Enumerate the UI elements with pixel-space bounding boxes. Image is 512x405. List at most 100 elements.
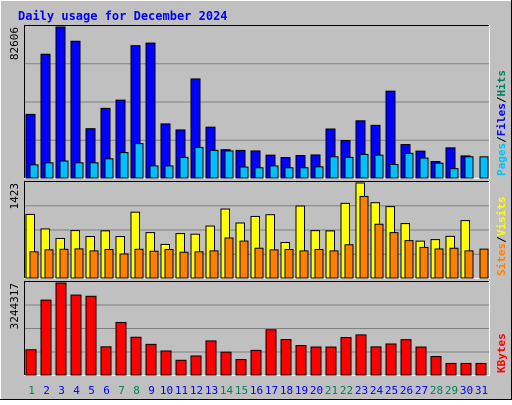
day-label: 14 [220, 384, 234, 397]
pages-bar [164, 165, 174, 179]
pages-bar [299, 167, 309, 179]
pages-bar [314, 166, 324, 179]
day-label: 23 [355, 384, 368, 397]
day-label: 13 [205, 384, 218, 397]
day-label: 22 [340, 384, 353, 397]
kbytes-bar [175, 359, 187, 376]
legend-entry: Sites [495, 243, 508, 276]
files-bar [145, 42, 156, 179]
sites-bar [104, 248, 114, 279]
sites-bar [89, 250, 99, 279]
pages-bar [344, 156, 354, 179]
legend-entry: KBytes [495, 333, 508, 373]
sites-bar [119, 253, 129, 279]
sites-bar [404, 240, 414, 279]
chart-title: Daily usage for December 2024 [18, 9, 228, 23]
sites-bar [164, 248, 174, 279]
sites-bar [59, 248, 69, 279]
legend-entry: Hits [495, 70, 508, 97]
day-label: 26 [400, 384, 413, 397]
day-label: 20 [310, 384, 323, 397]
sites-bar [464, 250, 474, 279]
panel-kbytes: 3244317 KBytes [8, 281, 508, 376]
kbytes-bar [460, 362, 472, 376]
day-label: 16 [250, 384, 263, 397]
files-bar [70, 40, 81, 179]
kbytes-bar [40, 299, 52, 376]
day-label: 24 [370, 384, 384, 397]
day-label: 9 [148, 384, 155, 397]
sites-bar [389, 232, 399, 279]
sites-bar [209, 250, 219, 279]
files-bar [40, 53, 51, 179]
kbytes-bar [445, 362, 457, 376]
legend-entry: Visits [495, 197, 508, 237]
pages-bar [374, 154, 384, 179]
legend-hits-files-pages: Pages/Files/Hits [495, 70, 508, 176]
sites-bar [329, 250, 339, 279]
sites-bar [479, 248, 489, 279]
pages-bar [149, 165, 159, 179]
kbytes-bar [115, 321, 127, 376]
kbytes-bar [70, 294, 82, 376]
y-max-label: 3244317 [8, 283, 21, 329]
y-max-label: 1423 [8, 183, 21, 210]
pages-bar [269, 165, 279, 179]
kbytes-bar [280, 339, 292, 376]
legend-kbytes: KBytes [495, 333, 508, 373]
kbytes-bar [100, 346, 112, 376]
pages-bar [209, 149, 219, 179]
sites-bar [299, 250, 309, 279]
pages-bar [224, 150, 234, 179]
chart-panels: 82606Pages/Files/Hits1423Sites/Visits324… [8, 25, 508, 376]
pages-bar [134, 143, 144, 179]
day-label: 7 [118, 384, 125, 397]
sites-bar [284, 248, 294, 279]
pages-bar [44, 162, 54, 179]
sites-bar [269, 249, 279, 279]
kbytes-bar [160, 350, 172, 376]
kbytes-bar [430, 356, 442, 376]
day-label: 29 [445, 384, 458, 397]
kbytes-bar [310, 346, 322, 376]
pages-bar [464, 156, 474, 179]
files-bar [55, 26, 66, 179]
pages-bar [389, 163, 399, 179]
day-label: 18 [280, 384, 293, 397]
sites-bar [179, 251, 189, 279]
legend-entry: Pages [495, 143, 508, 176]
legend-visits-sites: Sites/Visits [495, 197, 508, 277]
sites-bar [344, 244, 354, 279]
day-label: 5 [88, 384, 95, 397]
legend-entry: / [495, 96, 508, 103]
kbytes-bar [370, 346, 382, 376]
sites-bar [134, 248, 144, 279]
kbytes-bar [190, 355, 202, 376]
sites-bar [74, 248, 84, 279]
y-max-label: 82606 [8, 27, 21, 60]
pages-bar [239, 166, 249, 179]
kbytes-bar [400, 339, 412, 376]
sites-bar [254, 247, 264, 279]
pages-bar [29, 164, 39, 179]
day-label: 11 [175, 384, 188, 397]
pages-bar [284, 167, 294, 179]
pages-bar [329, 156, 339, 179]
pages-bar [449, 168, 459, 179]
day-label: 4 [73, 384, 80, 397]
kbytes-bar [295, 345, 307, 376]
pages-bar [104, 158, 114, 179]
pages-bar [419, 157, 429, 179]
sites-bar [434, 248, 444, 279]
pages-bar [254, 167, 264, 179]
kbytes-bar [265, 329, 277, 376]
pages-bar [179, 156, 189, 179]
day-label: 8 [133, 384, 140, 397]
pages-bar [194, 146, 204, 179]
day-label: 3 [58, 384, 65, 397]
day-label: 2 [43, 384, 50, 397]
day-label: 27 [415, 384, 428, 397]
day-label: 31 [475, 384, 488, 397]
